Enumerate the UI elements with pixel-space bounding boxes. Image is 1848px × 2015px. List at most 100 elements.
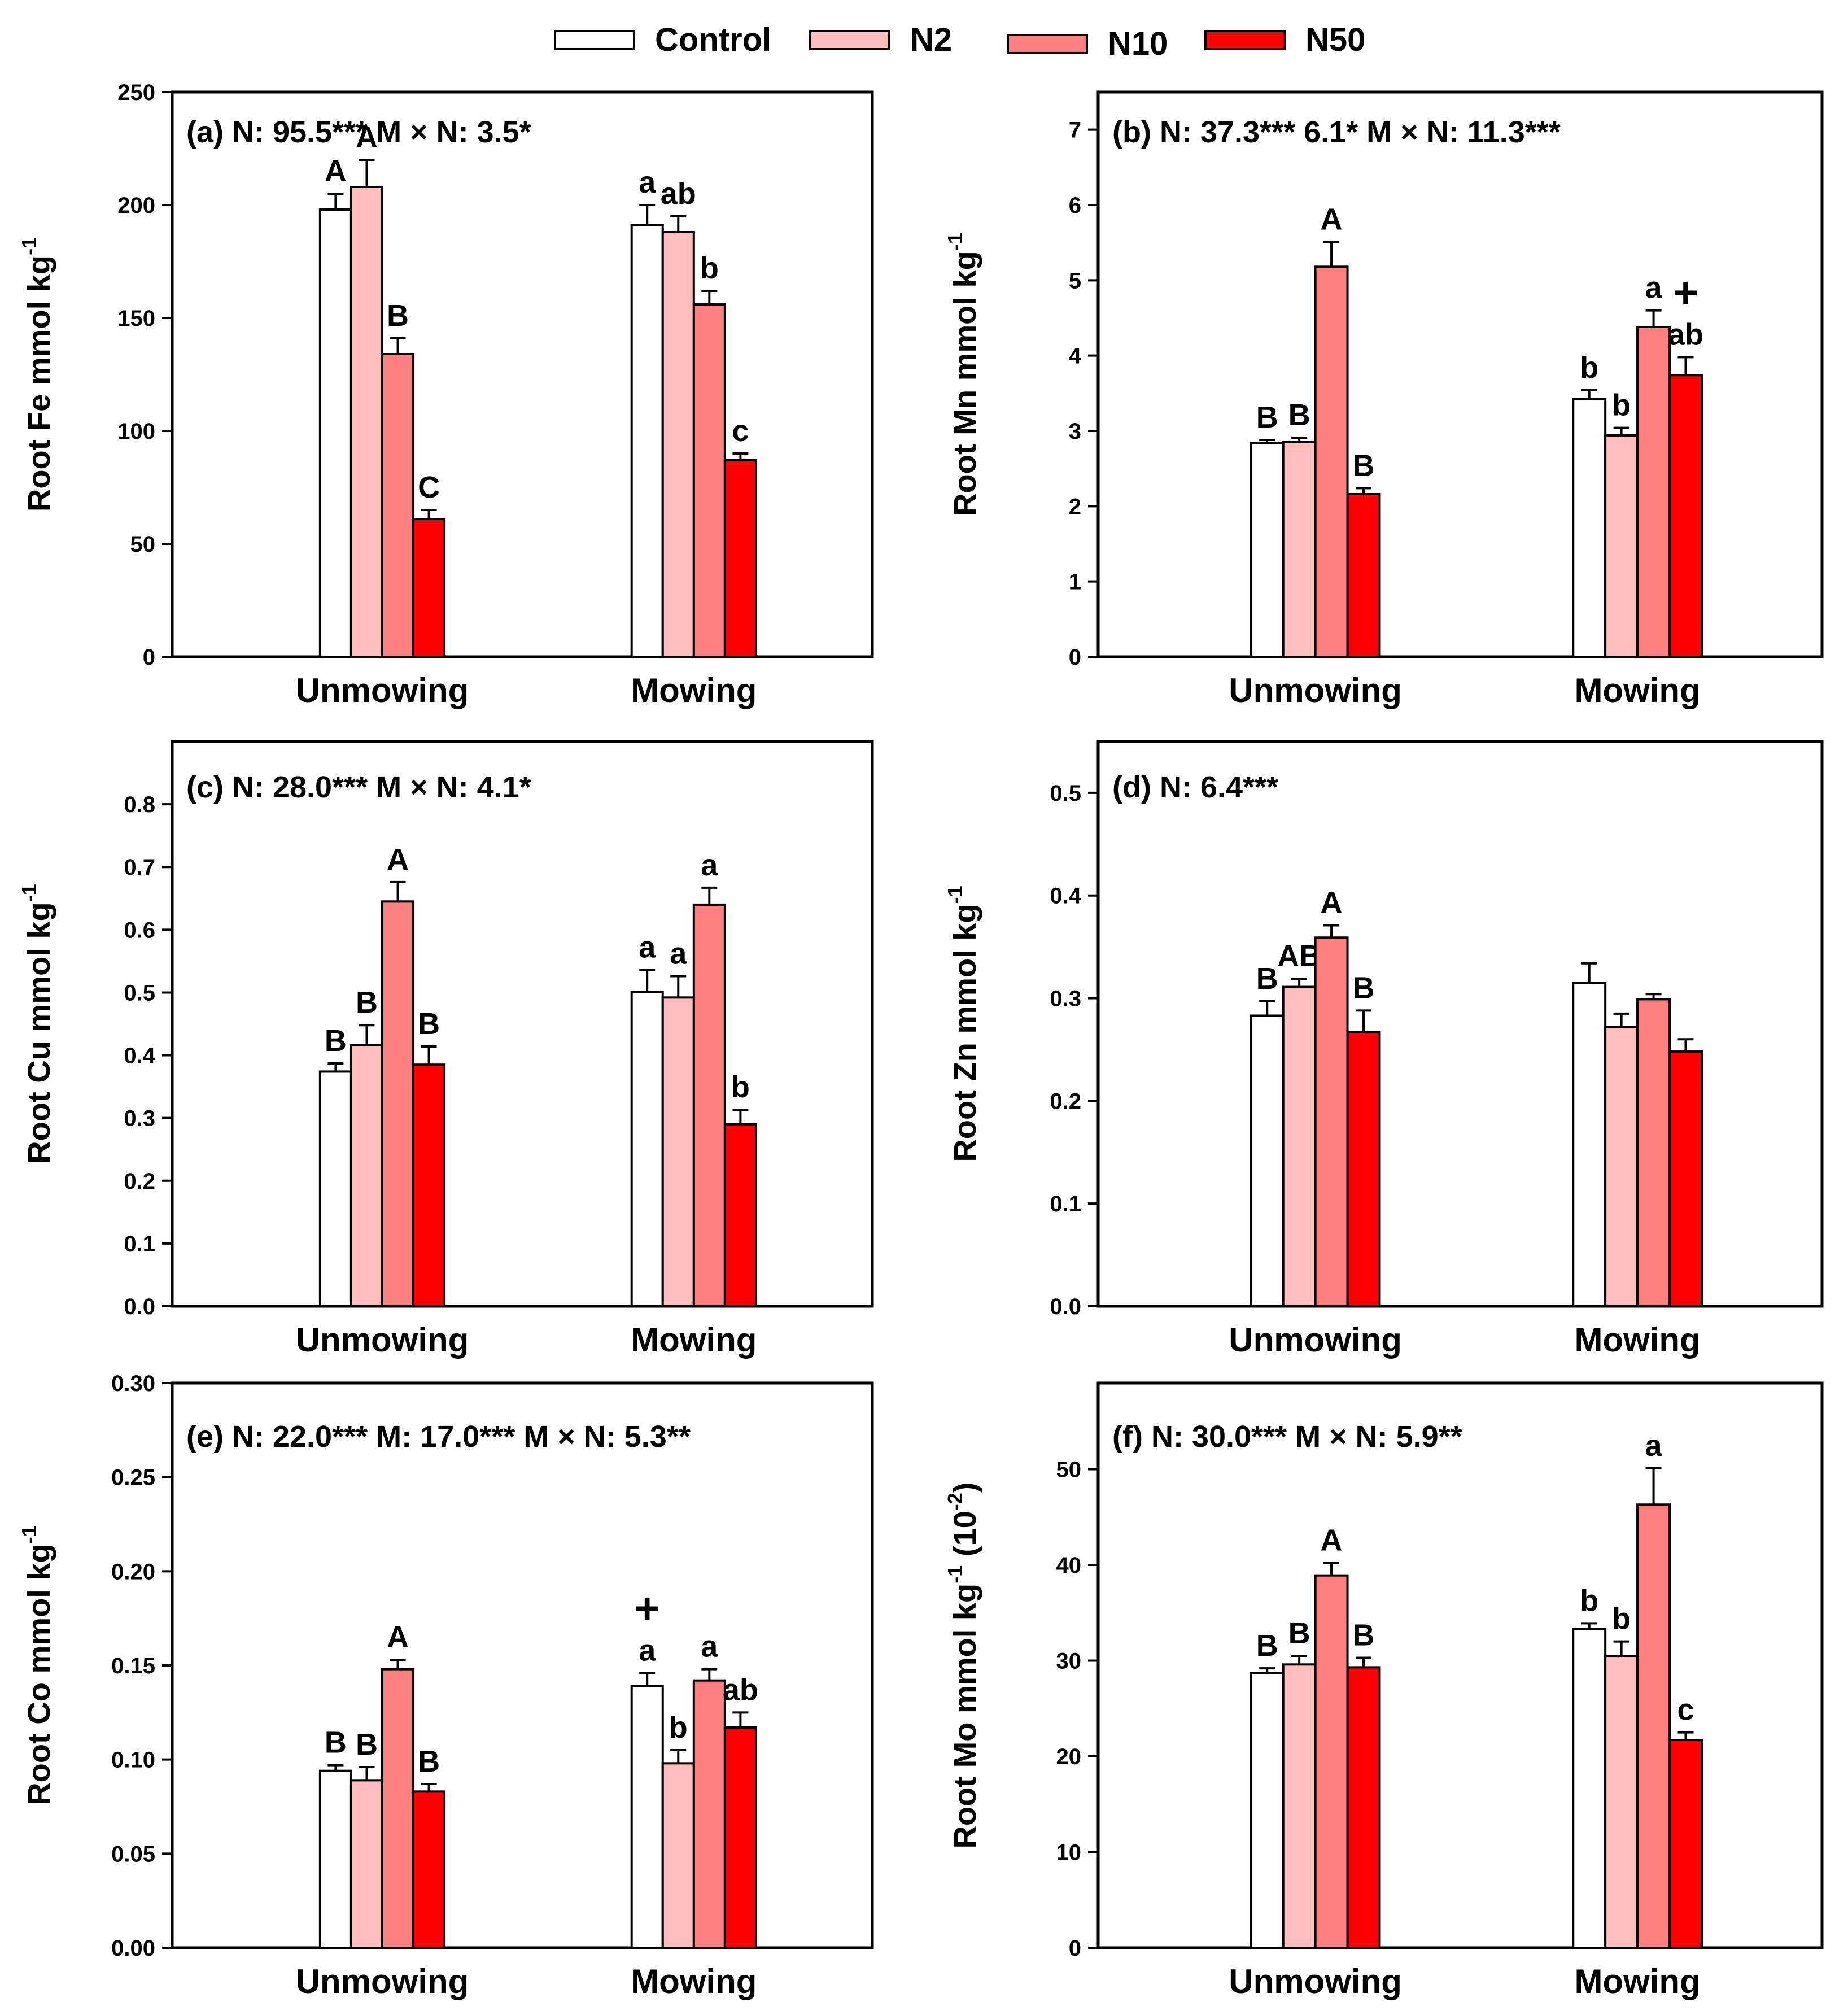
significance-letter: b xyxy=(1580,351,1598,385)
x-category-label-mowing: Mowing xyxy=(631,1962,757,2000)
bar-n10-mowing xyxy=(692,903,726,1307)
x-category-label-mowing: Mowing xyxy=(1574,671,1700,709)
y-tick-label: 250 xyxy=(117,80,155,105)
plot-frame xyxy=(1096,1381,1824,1949)
y-axis-label-superscript: -1 xyxy=(18,1525,41,1543)
y-axis-label: Root Fe mmol kg-1 xyxy=(18,237,56,512)
y-axis-label: Root Zn mmol kg-1 xyxy=(943,886,982,1162)
y-axis-label-text: Root Co mmol kg xyxy=(21,1543,56,1805)
y-tick-label: 50 xyxy=(130,532,156,557)
panel-title: (f) N: 30.0*** M × N: 5.9** xyxy=(1112,1420,1462,1454)
y-tick-label: 0.1 xyxy=(1050,1192,1081,1216)
x-category-label-unmowing: Unmowing xyxy=(296,1321,469,1359)
bar-n2-unmowing xyxy=(1282,985,1317,1307)
significance-letter: a xyxy=(670,937,687,971)
y-tick-label: 0 xyxy=(1069,645,1081,670)
bar-control-mowing xyxy=(630,991,664,1308)
significance-letter: A xyxy=(387,843,409,876)
panel-f: 0 10 20 30 40 50 Root Mo mmol kg-1 (10-2) (f) N… xyxy=(943,1381,1824,2000)
y-axis-label-suffix-superscript: -2 xyxy=(943,1493,967,1511)
x-category-label-unmowing: Unmowing xyxy=(296,1962,469,2000)
y-tick-label: 200 xyxy=(117,193,155,218)
legend-swatch-n2 xyxy=(809,30,890,50)
significance-letter: b xyxy=(1580,1584,1598,1617)
y-axis-label-suffix-end: ) xyxy=(947,1482,982,1493)
significance-letter: A xyxy=(356,120,378,154)
y-tick-label: 0.8 xyxy=(124,792,155,817)
y-axis-label-text: Root Mn mmol kg xyxy=(947,251,982,516)
bar-n10-mowing xyxy=(692,1679,726,1949)
y-axis-label-text: Root Cu mmol kg xyxy=(21,902,56,1164)
y-tick-label: 0 xyxy=(143,645,155,670)
panel-b: 0 1 2 3 4 5 6 7 Root Mn mmol kg-1 (b) N: 37.3*** … xyxy=(943,90,1824,709)
significance-letter: b xyxy=(1612,1602,1631,1636)
y-tick-label: 3 xyxy=(1069,419,1081,444)
x-category-label-mowing: Mowing xyxy=(631,671,757,709)
legend-swatch-n10 xyxy=(1007,34,1088,54)
bar-n50-unmowing xyxy=(1346,493,1381,658)
bar-n50-mowing xyxy=(1668,1050,1703,1308)
significance-letter: ab xyxy=(723,1673,758,1707)
significance-letter: c xyxy=(732,414,749,448)
bar-n50-unmowing xyxy=(412,518,446,658)
panel-title: (b) N: 37.3*** 6.1* M × N: 11.3*** xyxy=(1112,115,1561,149)
x-category-label-unmowing: Unmowing xyxy=(296,671,469,709)
bar-n2-mowing xyxy=(1604,1026,1639,1308)
y-axis-label-superscript: -1 xyxy=(943,1565,967,1584)
bar-n10-mowing xyxy=(1636,998,1671,1307)
significance-letter: B xyxy=(356,1728,378,1761)
bar-n50-mowing xyxy=(1668,1739,1703,1949)
y-tick-label: 1 xyxy=(1069,570,1081,595)
y-axis-label-text: Root Fe mmol kg xyxy=(21,255,56,512)
plot-frame xyxy=(171,1381,874,1949)
significance-letter: A xyxy=(1321,1524,1343,1558)
y-tick-label: 7 xyxy=(1069,118,1081,143)
bar-n2-unmowing xyxy=(349,1779,383,1949)
y-axis-label-text: Root Zn mmol kg xyxy=(947,904,982,1162)
y-axis-label-superscript: -1 xyxy=(943,233,967,251)
y-axis-label-superscript: -1 xyxy=(18,237,41,255)
bar-n50-unmowing xyxy=(412,1790,446,1949)
significance-letter: AB xyxy=(1277,939,1321,973)
y-tick-label: 0.4 xyxy=(1050,884,1081,909)
y-tick-label: 0.3 xyxy=(124,1106,155,1131)
y-tick-label: 5 xyxy=(1069,268,1081,293)
x-category-label-unmowing: Unmowing xyxy=(1229,671,1402,709)
significance-letter: a xyxy=(1645,1429,1663,1463)
significance-letter: ab xyxy=(661,177,696,211)
significance-plus-marker: + xyxy=(1673,267,1699,317)
significance-letter: B xyxy=(1352,448,1374,482)
y-axis-label: Root Mn mmol kg-1 xyxy=(943,233,982,516)
plot-frame xyxy=(171,90,874,658)
y-tick-label: 0.2 xyxy=(1050,1089,1081,1114)
significance-letter: A xyxy=(1321,886,1343,919)
legend-swatch-control xyxy=(554,30,635,50)
y-tick-label: 0.1 xyxy=(124,1232,155,1257)
y-tick-label: 0.10 xyxy=(111,1748,155,1773)
bar-control-mowing xyxy=(1572,1628,1607,1949)
significance-letter: ab xyxy=(1668,317,1703,351)
y-tick-label: 150 xyxy=(117,306,155,331)
legend-label-n2: N2 xyxy=(910,21,952,58)
y-tick-label: 10 xyxy=(1056,1840,1082,1865)
significance-plus-marker: + xyxy=(634,1583,660,1633)
bar-n50-unmowing xyxy=(1346,1031,1381,1307)
bar-n10-unmowing xyxy=(381,1668,415,1949)
bar-control-unmowing xyxy=(318,1769,352,1949)
x-category-label-unmowing: Unmowing xyxy=(1229,1962,1402,2000)
significance-letter: B xyxy=(325,1024,347,1058)
bar-n10-unmowing xyxy=(381,353,415,658)
significance-letter: a xyxy=(639,1633,656,1667)
bar-n2-mowing xyxy=(1604,1655,1639,1949)
significance-letter: B xyxy=(1352,1618,1374,1652)
legend-swatch-n50 xyxy=(1204,30,1286,50)
y-axis-label-suffix: (10 xyxy=(947,1511,982,1565)
y-tick-label: 0.0 xyxy=(124,1294,155,1319)
bar-n10-unmowing xyxy=(1314,1574,1349,1949)
significance-letter: b xyxy=(1612,389,1631,422)
bar-control-unmowing xyxy=(1250,442,1285,658)
y-tick-label: 2 xyxy=(1069,494,1081,519)
bar-n50-mowing xyxy=(1668,374,1703,658)
y-tick-label: 0.0 xyxy=(1050,1294,1081,1319)
